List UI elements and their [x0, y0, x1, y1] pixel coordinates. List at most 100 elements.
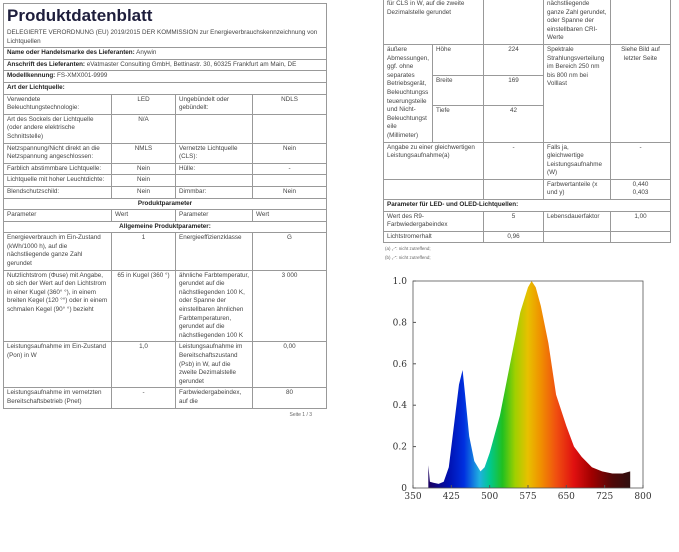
cell: nächstliegende ganze Zahl gerundet, oder… — [543, 0, 611, 45]
address: eVatmaster Consulting GmbH, Bettinastr. … — [86, 60, 297, 68]
cell: Nutzlichtstrom (Φuse) mit Angabe, ob sic… — [3, 269, 112, 343]
supplier-name: Anywin — [136, 49, 157, 57]
dims-label: äußere Abmessungen, ggf. ohne separates … — [383, 43, 433, 143]
header-cell: Wert — [111, 209, 176, 222]
footnote-b: (b) „-“: nicht zutreffend; — [385, 255, 431, 261]
cell: Nein — [111, 174, 176, 187]
cell — [610, 230, 671, 244]
cell — [251, 113, 328, 144]
cell: Falls ja, gleichwertige Leistungsaufnahm… — [543, 141, 611, 180]
cell: Nein — [111, 162, 176, 176]
chroma-y: 0,403 — [632, 189, 649, 197]
cell: Energieeffizienzklasse — [175, 232, 253, 271]
spectrum-chart: 0 0.2 0.4 0.6 0.8 1.0 350 425 500 575 650 725 800 — [393, 277, 652, 502]
table-row: Farbwertanteile (x und y) 0,440 0,403 — [383, 178, 671, 201]
cell: NMLS — [111, 142, 176, 164]
x-tick-label: 800 — [634, 492, 651, 502]
cell: Netzspannung/Nicht direkt an die Netzspa… — [3, 142, 112, 164]
cell: Lichtquelle mit hoher Leuchtdichte: — [3, 174, 112, 187]
x-tick-label: 425 — [443, 492, 460, 502]
page2-column: für CLS in W, auf die zweite Dezimalstel… — [383, 0, 673, 513]
y-tick-label: 1.0 — [393, 277, 408, 287]
header-cell: Wert — [251, 209, 328, 222]
datasheet-page1: Produktdatenblatt DELEGIERTE VERORDNUNG … — [2, 3, 328, 409]
cell — [175, 174, 253, 187]
model-label: Modellkennung: — [7, 72, 56, 80]
y-tick-label: 0.6 — [393, 360, 408, 370]
dim-value: 42 — [483, 105, 544, 136]
table-row: Nutzlichtstrom (Φuse) mit Angabe, ob sic… — [3, 269, 328, 343]
cell: ähnliche Farbtemperatur, gerundet auf di… — [175, 269, 253, 343]
table-row: Lichtquelle mit hoher Leuchtdichte: Nein — [3, 174, 328, 187]
header-cell: Parameter — [3, 209, 112, 222]
cell — [543, 230, 611, 244]
cell: N/A — [111, 113, 176, 144]
cell: Leistungsaufnahme im vernetzten Bereitsc… — [3, 387, 112, 409]
cell: LED — [111, 93, 176, 115]
cell: 80 — [251, 387, 328, 409]
table-row: Angabe zu einer gleichwertigen Leistungs… — [383, 141, 671, 180]
datasheet-page2: für CLS in W, auf die zweite Dezimalstel… — [383, 0, 671, 244]
cell: - — [610, 141, 671, 180]
table-row: Farblich abstimmbare Lichtquelle: Nein Hül… — [3, 162, 328, 176]
decree-text: DELEGIERTE VERORDNUNG (EU) 2019/2015 DER… — [2, 28, 328, 49]
cell — [610, 0, 671, 45]
cell: Angabe zu einer gleichwertigen Leistungs… — [383, 141, 484, 180]
cell: 5 — [483, 210, 544, 232]
cell: Leistungsaufnahme im Ein-Zustand (Pon) i… — [3, 341, 112, 389]
table-row: Energieverbrauch im Ein-Zustand (kWh/100… — [3, 232, 328, 271]
table-row: Netzspannung/Nicht direkt an die Netzspa… — [3, 142, 328, 164]
table-row: Art des Sockels der Lichtquelle (oder an… — [3, 113, 328, 144]
params-heading: Produktparameter — [2, 197, 328, 211]
table-header: Parameter Wert Parameter Wert — [3, 209, 328, 222]
cell: G — [251, 232, 328, 271]
dim-label: Breite — [432, 74, 484, 107]
general-heading: Allgemeine Produktparameter: — [2, 220, 328, 234]
cell: - — [483, 141, 544, 180]
cell: Dimmbar: — [175, 185, 253, 199]
chroma-x: 0,440 — [632, 180, 649, 188]
cell: 1,0 — [111, 341, 176, 389]
x-tick-label: 500 — [481, 492, 498, 502]
cell: - — [111, 387, 176, 409]
table-row: Lichtstromerhalt 0,96 — [383, 230, 671, 244]
footnote-a: (a) „-“: nicht zutreffend; — [385, 246, 431, 252]
model: FS-XMX001-9999 — [57, 72, 108, 80]
table-row: für CLS in W, auf die zweite Dezimalstel… — [383, 0, 671, 45]
cell: 1,00 — [610, 210, 671, 232]
table-row: Wert des R9-Farbwiedergabeindex 5 Lebensda… — [383, 210, 671, 232]
cell: Ungebündelt oder gebündelt: — [175, 93, 253, 115]
dim-value: 169 — [483, 74, 544, 107]
cell: Blendschutzschild: — [3, 185, 112, 199]
cell: Vernetzte Lichtquelle (CLS): — [175, 142, 253, 164]
dim-label: Tiefe — [432, 105, 484, 136]
cell: für CLS in W, auf die zweite Dezimalstel… — [383, 0, 484, 45]
led-heading: Parameter für LED- und OLED-Lichtquellen… — [383, 199, 671, 212]
y-tick-label: 0.4 — [393, 402, 408, 412]
y-tick-label: 0.2 — [393, 443, 407, 453]
table-row: Blendschutzschild: Nein Dimmbar: Nein — [3, 185, 328, 199]
cell: 0,96 — [483, 230, 544, 244]
page1-column: Produktdatenblatt DELEGIERTE VERORDNUNG … — [2, 3, 328, 419]
dim-value: 224 — [483, 43, 544, 76]
cell: 1 — [111, 232, 176, 271]
x-tick-label: 350 — [404, 492, 421, 502]
table-row: Leistungsaufnahme im vernetzten Bereitsc… — [3, 387, 328, 409]
address-label: Anschrift des Lieferanten: — [7, 60, 86, 68]
cell: - — [251, 162, 328, 176]
x-tick-label: 725 — [596, 492, 613, 502]
chroma-label: Farbwertanteile (x und y) — [543, 178, 611, 201]
cell: Energieverbrauch im Ein-Zustand (kWh/100… — [3, 232, 112, 271]
cell: 3 000 — [251, 269, 328, 343]
cell: Art des Sockels der Lichtquelle (oder an… — [3, 113, 112, 144]
cell: Nein — [251, 185, 328, 199]
y-tick-label: 0.8 — [393, 319, 408, 329]
cell: Wert des R9-Farbwiedergabeindex — [383, 210, 484, 232]
cell: Lebensdauerfaktor — [543, 210, 611, 232]
page-title: Produktdatenblatt — [7, 6, 153, 25]
cell: 65 in Kugel (360 °) — [111, 269, 176, 343]
table-row: Verwendete Beleuchtungstechnologie: LED Un… — [3, 93, 328, 115]
cell: Leistungsaufnahme im Bereitschaftszustan… — [175, 341, 253, 389]
cell: NDLS — [251, 93, 328, 115]
type-heading: Art der Lichtquelle: — [2, 81, 328, 95]
